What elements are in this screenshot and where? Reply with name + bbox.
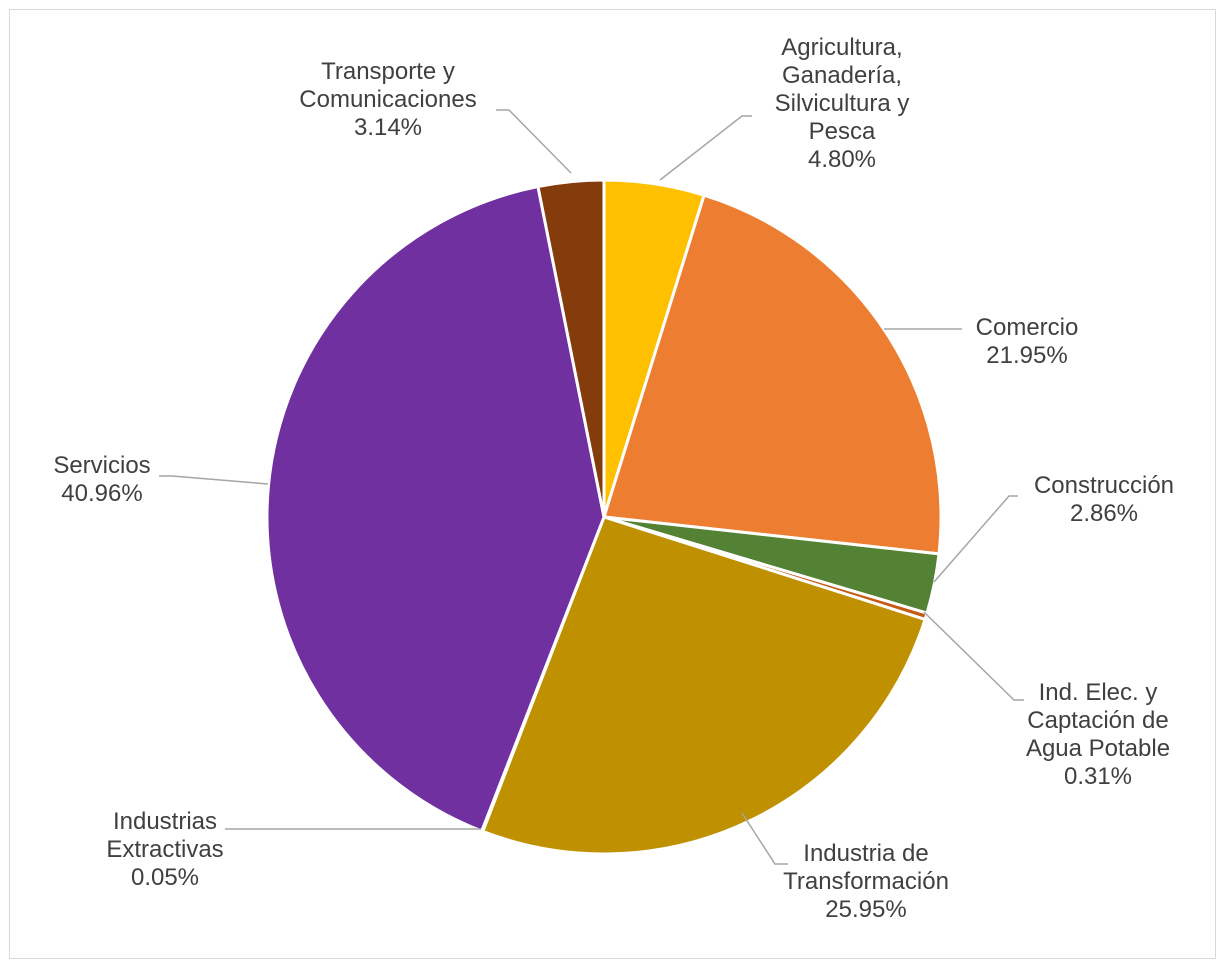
slice-category-label: Transporte y bbox=[321, 58, 455, 85]
data-label-2: Construcción 2.86% bbox=[1034, 472, 1174, 527]
slice-category-label: Servicios bbox=[53, 452, 150, 479]
leader-line-4 bbox=[741, 812, 788, 865]
slice-value-label: 0.31% bbox=[1064, 763, 1132, 790]
slice-category-label: Agua Potable bbox=[1026, 735, 1170, 762]
data-label-6: Servicios 40.96% bbox=[53, 452, 150, 507]
data-label-0: Agricultura, Ganadería, Silvicultura y Pesc… bbox=[775, 34, 910, 173]
leader-line-0 bbox=[659, 115, 752, 181]
slice-value-label: 40.96% bbox=[61, 480, 142, 507]
slice-category-label: Agricultura, bbox=[781, 34, 902, 61]
slice-category-label: Comercio bbox=[976, 314, 1079, 341]
leader-line-6 bbox=[159, 475, 269, 485]
slice-category-label: Industrias bbox=[113, 808, 217, 835]
data-label-7: Transporte y Comunicaciones 3.14% bbox=[299, 58, 476, 141]
slice-category-label: Ganadería, bbox=[782, 62, 902, 89]
data-label-5: Industrias Extractivas 0.05% bbox=[106, 808, 223, 891]
pie-slice-1 bbox=[602, 193, 943, 556]
slice-category-label: Industria de bbox=[803, 840, 928, 867]
slice-category-label: Captación de bbox=[1027, 707, 1168, 734]
pie-slice-7 bbox=[536, 178, 606, 519]
slice-value-label: 21.95% bbox=[986, 342, 1067, 369]
slice-category-label: Transformación bbox=[783, 868, 949, 895]
pie-slice-4 bbox=[481, 515, 927, 856]
data-label-4: Industria de Transformación 25.95% bbox=[783, 840, 949, 923]
pie-slice-6 bbox=[265, 185, 606, 833]
slice-value-label: 4.80% bbox=[808, 146, 876, 173]
data-label-1: Comercio 21.95% bbox=[976, 314, 1079, 369]
data-label-3: Ind. Elec. y Captación de Agua Potable 0.31… bbox=[1026, 679, 1170, 790]
slice-category-label: Comunicaciones bbox=[299, 86, 476, 113]
slice-value-label: 25.95% bbox=[825, 896, 906, 923]
slice-category-label: Pesca bbox=[809, 118, 876, 145]
leader-line-7 bbox=[496, 109, 572, 174]
slice-value-label: 3.14% bbox=[354, 114, 422, 141]
slice-value-label: 2.86% bbox=[1070, 500, 1138, 527]
leader-line-3 bbox=[923, 611, 1024, 701]
slice-value-label: 0.05% bbox=[131, 864, 199, 891]
slice-category-label: Extractivas bbox=[106, 836, 223, 863]
slice-category-label: Ind. Elec. y bbox=[1039, 679, 1158, 706]
slice-category-label: Construcción bbox=[1034, 472, 1174, 499]
slice-category-label: Silvicultura y bbox=[775, 90, 910, 117]
leader-line-2 bbox=[933, 495, 1018, 583]
